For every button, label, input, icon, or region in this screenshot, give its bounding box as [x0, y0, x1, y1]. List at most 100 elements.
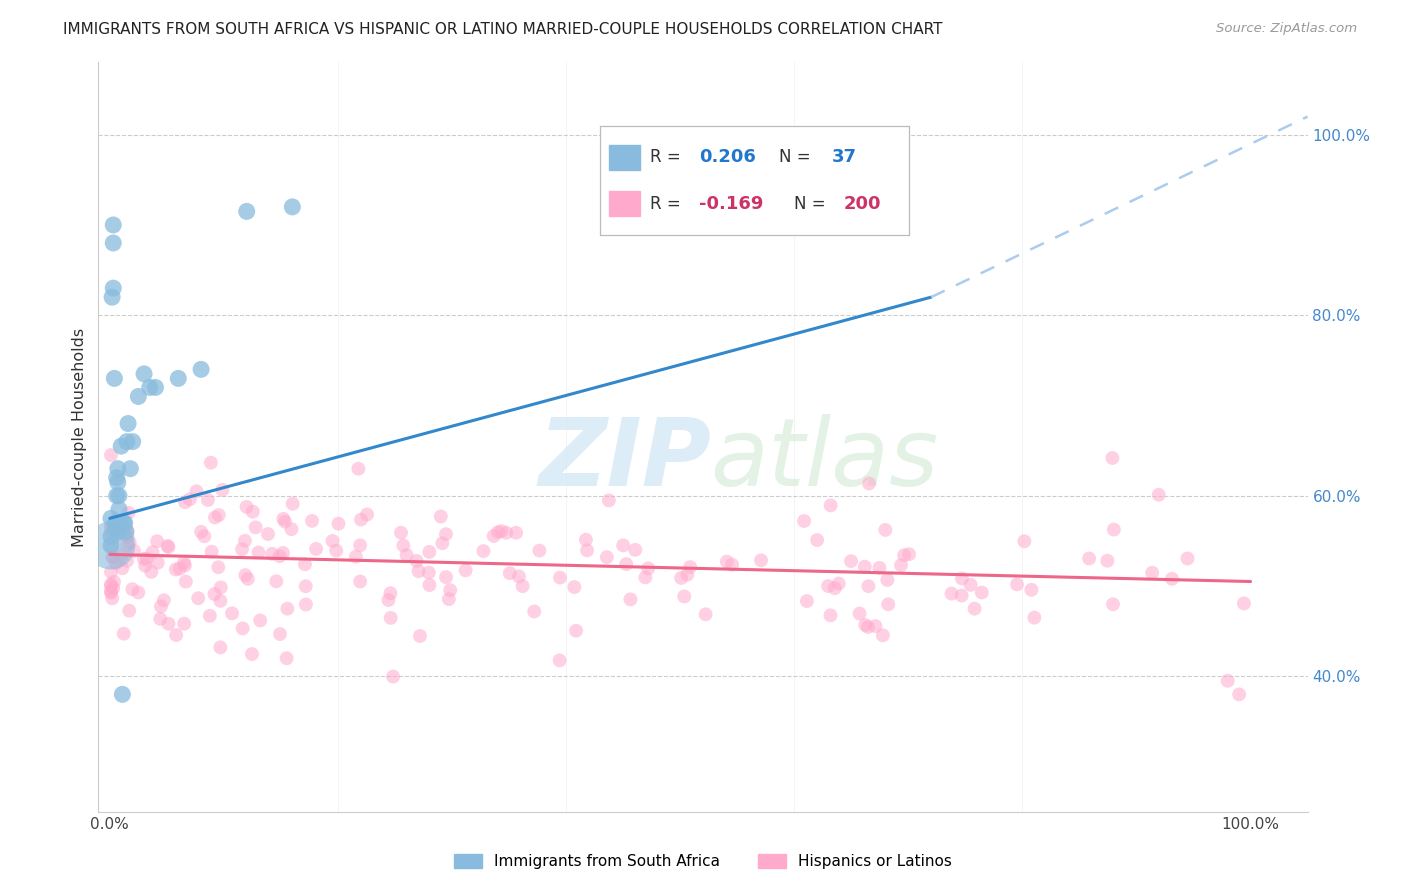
Point [211, 483, 233, 497]
Point [240, 647, 263, 661]
Point [115, 538, 138, 552]
Point [380, 611, 402, 625]
Point [281, 497, 304, 511]
Point [418, 566, 440, 580]
Point [149, 612, 172, 626]
Text: atlas: atlas [710, 414, 938, 505]
Point [121, 582, 143, 597]
Point [134, 558, 156, 573]
Point [959, 578, 981, 592]
Point [280, 522, 302, 536]
Point [295, 598, 318, 612]
Point [233, 533, 256, 548]
Point [153, 593, 176, 607]
Point [1102, 597, 1125, 611]
Point [100, 540, 122, 554]
Point [100, 584, 122, 599]
Point [231, 542, 253, 557]
Point [127, 585, 149, 599]
Point [1097, 554, 1119, 568]
Point [115, 554, 138, 568]
Point [430, 509, 453, 524]
Point [209, 581, 232, 595]
Point [839, 554, 862, 568]
Point [472, 544, 495, 558]
Point [548, 653, 571, 667]
Point [276, 601, 298, 615]
Point [505, 525, 527, 540]
Point [117, 524, 139, 538]
Point [115, 434, 138, 449]
Point [614, 557, 637, 571]
Point [305, 541, 328, 556]
Point [437, 592, 460, 607]
Point [208, 508, 231, 522]
Point [347, 461, 370, 475]
Point [1014, 534, 1036, 549]
Point [876, 573, 898, 587]
Point [890, 558, 912, 573]
Point [110, 548, 132, 562]
Point [328, 516, 350, 531]
Point [100, 538, 122, 552]
Point [103, 581, 125, 595]
Point [245, 520, 267, 534]
Point [209, 640, 232, 655]
Point [187, 591, 209, 606]
Point [963, 601, 986, 615]
Point [262, 547, 284, 561]
Point [276, 651, 298, 665]
Point [107, 524, 129, 539]
Point [950, 571, 973, 585]
Point [190, 362, 212, 376]
Point [853, 559, 876, 574]
Point [1078, 551, 1101, 566]
Point [350, 512, 373, 526]
Point [1102, 523, 1125, 537]
Point [269, 549, 291, 563]
Point [146, 556, 169, 570]
Point [875, 523, 897, 537]
Point [671, 571, 693, 585]
Point [817, 579, 839, 593]
Point [100, 521, 122, 535]
Point [1177, 551, 1199, 566]
Point [970, 585, 993, 599]
Point [482, 529, 505, 543]
Point [576, 543, 599, 558]
Point [150, 599, 173, 614]
Point [796, 594, 818, 608]
Point [529, 543, 551, 558]
Point [853, 618, 876, 632]
Point [103, 281, 125, 295]
Point [356, 508, 378, 522]
Point [101, 522, 124, 536]
Point [247, 545, 270, 559]
Point [872, 628, 894, 642]
Point [499, 566, 522, 581]
Point [434, 570, 457, 584]
Point [105, 489, 128, 503]
Point [673, 590, 696, 604]
Point [179, 492, 201, 507]
Point [548, 571, 571, 585]
Point [107, 475, 129, 490]
Point [100, 577, 122, 591]
Point [100, 525, 122, 540]
Point [120, 461, 142, 475]
Point [721, 558, 744, 572]
Point [249, 614, 271, 628]
Point [380, 586, 402, 600]
Point [322, 533, 344, 548]
Point [156, 539, 179, 553]
Point [174, 574, 197, 589]
Point [793, 514, 815, 528]
Point [612, 538, 634, 552]
Point [242, 505, 264, 519]
Point [100, 529, 122, 543]
Point [117, 530, 139, 544]
Point [512, 579, 534, 593]
Point [269, 627, 291, 641]
Point [207, 560, 229, 574]
Point [565, 624, 588, 638]
